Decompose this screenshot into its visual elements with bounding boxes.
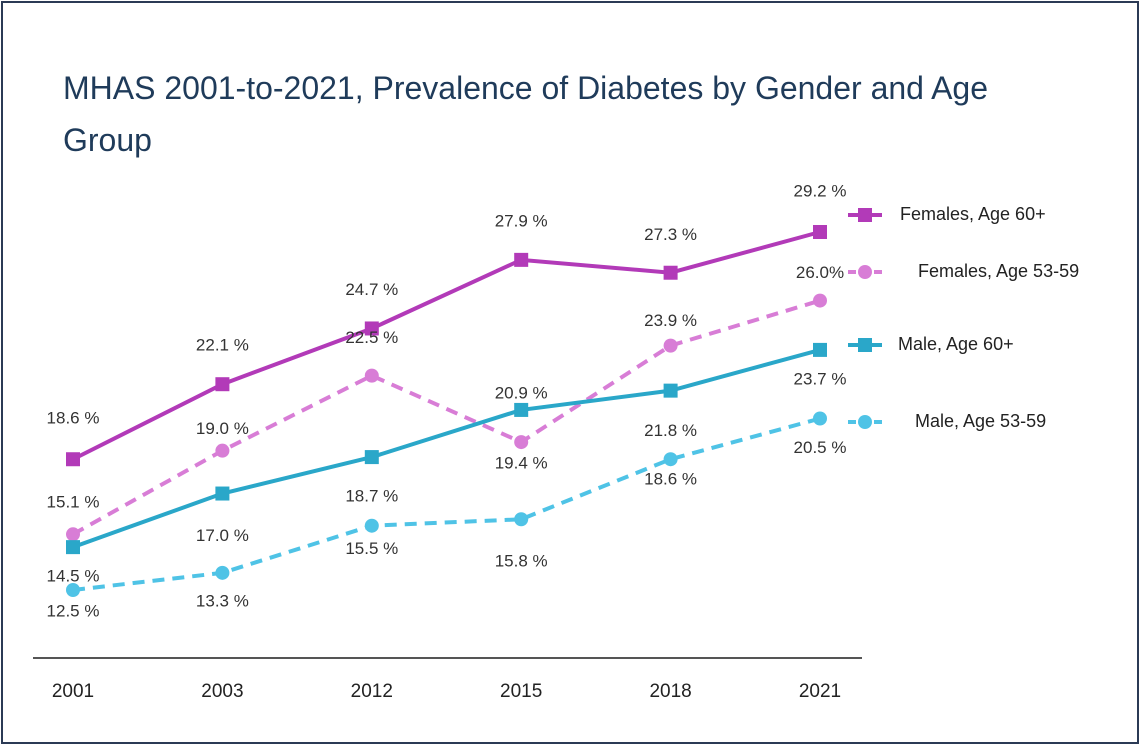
legend-marker [858,265,872,279]
series-line [72,230,821,462]
data-label: 15.5 % [345,539,398,558]
legend-label: Male, Age 53-59 [915,411,1046,431]
point [514,252,529,267]
point [663,452,678,467]
data-label: 18.6 % [644,470,697,489]
legend-label: Females, Age 53-59 [918,261,1079,281]
x-tick-label: 2015 [500,681,542,702]
point [514,512,529,527]
point [663,383,678,398]
point [514,435,529,450]
point [215,443,230,458]
x-tick-label: 2012 [351,681,393,702]
legend-marker [858,415,872,429]
data-label: 27.3 % [644,225,697,244]
point [813,225,827,239]
x-tick-label: 2018 [649,681,691,702]
x-tick-label: 2003 [201,681,243,702]
series-line [72,347,821,550]
data-label: 29.2 % [794,181,847,200]
data-label: 26.0% [796,263,844,282]
data-label: 27.9 % [495,211,548,230]
data-label: 19.0 % [196,419,249,438]
frame [1,1,1139,744]
data-label: 22.1 % [196,336,249,355]
series-line [72,298,821,537]
point [364,450,379,465]
point [66,540,80,555]
data-label: 15.1 % [47,493,100,512]
data-label: 22.5 % [345,328,398,347]
x-tick-label: 2021 [799,681,841,702]
legend-label: Females, Age 60+ [900,204,1046,224]
data-label: 21.8 % [644,421,697,440]
data-label: 13.3 % [196,591,249,610]
point [364,368,379,383]
point [215,486,230,501]
x-tick-label: 2001 [52,681,94,702]
series-line [72,416,821,592]
data-label: 23.7 % [794,369,847,388]
data-label: 18.7 % [345,487,398,506]
chart-title: MHAS 2001-to-2021, Prevalence of Diabete… [63,70,989,158]
data-label: 24.7 % [345,280,398,299]
data-label: 18.6 % [47,409,100,428]
legend-marker [858,208,872,222]
point [364,518,379,533]
point [364,321,379,336]
point [663,338,678,353]
point [514,402,529,417]
data-label: 12.5 % [47,601,100,620]
point [66,452,80,467]
data-label: 20.9 % [495,383,548,402]
legend-marker [858,338,872,352]
data-label: 20.5 % [794,438,847,457]
data-label: 15.8 % [495,552,548,571]
data-label: 19.4 % [495,454,548,473]
point [66,527,80,542]
data-label: 17.0 % [196,526,249,545]
point [663,265,678,280]
point [66,583,80,597]
point [813,293,827,308]
point [215,377,230,392]
point [813,342,827,357]
legend-label: Male, Age 60+ [898,334,1014,354]
data-label: 23.9 % [644,311,697,330]
data-label: 14.5 % [47,567,100,586]
point [215,565,230,580]
point [813,411,827,426]
